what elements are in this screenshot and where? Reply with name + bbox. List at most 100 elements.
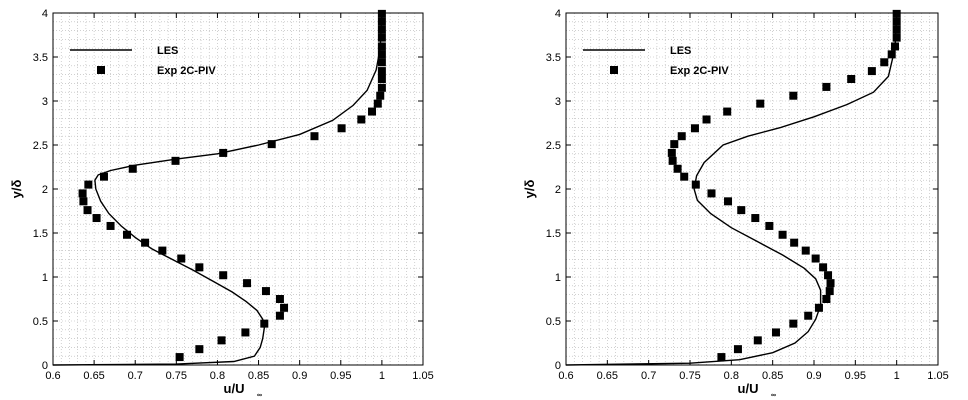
data-point: [724, 197, 733, 206]
data-point: [892, 17, 901, 26]
data-point: [79, 197, 88, 206]
data-point: [171, 156, 180, 165]
data-point: [243, 279, 252, 288]
y-tick-label: 2: [42, 184, 48, 196]
data-point: [673, 164, 682, 173]
data-point: [377, 58, 386, 67]
legend-entry-label: Exp 2C-PIV: [670, 65, 729, 77]
data-point: [123, 230, 131, 239]
x-tick-label: 0.9: [292, 370, 307, 382]
data-point: [824, 271, 833, 280]
data-point: [690, 124, 699, 133]
data-point: [867, 67, 876, 76]
data-point: [847, 75, 856, 83]
x-tick-label: 0.8: [724, 370, 739, 382]
legend-marker-swatch: [610, 66, 618, 74]
les-line: [565, 12, 898, 366]
data-point: [668, 156, 677, 165]
data-point: [892, 33, 901, 42]
data-point: [275, 295, 284, 303]
x-tick-label: 0.95: [845, 370, 866, 382]
data-point: [78, 189, 87, 198]
series-exp: [667, 9, 901, 362]
data-point: [707, 189, 716, 198]
x-tick-label: 1.05: [927, 370, 948, 382]
data-point: [756, 99, 765, 108]
data-point: [892, 9, 901, 18]
data-point: [778, 230, 787, 239]
x-tick-label: 0.75: [166, 370, 187, 382]
x-tick-label: 0.6: [558, 370, 573, 382]
data-point: [377, 83, 386, 92]
series-exp: [78, 9, 386, 362]
data-point: [670, 140, 679, 149]
data-point: [368, 107, 377, 116]
data-point: [892, 25, 901, 34]
data-point: [891, 42, 900, 51]
x-tick-label: 0.9: [806, 370, 821, 382]
data-point: [275, 311, 284, 320]
y-tick-label: 2: [555, 184, 561, 196]
y-tick-label: 3.5: [33, 52, 48, 64]
legend-entry-label: LES: [670, 45, 691, 57]
data-point: [92, 214, 101, 223]
data-point: [677, 132, 686, 141]
les-line: [52, 12, 383, 366]
legend: LES Exp 2C-PIV: [70, 45, 216, 77]
data-point: [771, 328, 780, 337]
data-point: [377, 75, 386, 83]
data-point: [337, 124, 346, 133]
y-tick-label: 1: [42, 272, 48, 284]
y-tick-label: 3.5: [546, 52, 561, 64]
data-point: [789, 91, 798, 100]
y-tick-label: 0: [555, 360, 561, 372]
chart-panel-1: 0.6 0.65 0.7 0.75 0.8 0.85 0.9 0.95 1 1.05 0 0.5 1 1.…: [9, 8, 434, 399]
x-tick-label: 0.7: [641, 370, 656, 382]
x-axis-label-subscript: ∞: [257, 392, 262, 399]
x-tick-label: 0.95: [330, 370, 351, 382]
x-axis-label-subscript: ∞: [771, 392, 776, 399]
data-point: [801, 246, 810, 255]
data-point: [217, 336, 226, 345]
x-tick-label: 0.75: [679, 370, 700, 382]
y-tick-label: 3: [555, 96, 561, 108]
x-tick-label: 1: [894, 370, 900, 382]
data-point: [680, 172, 689, 181]
data-point: [377, 33, 386, 42]
x-axis-label: u/U: [738, 381, 759, 396]
y-tick-label: 0.5: [33, 316, 48, 328]
data-point: [822, 295, 831, 303]
data-point: [195, 345, 204, 354]
data-point: [822, 82, 831, 91]
y-tick-label: 2.5: [33, 140, 48, 152]
data-point: [267, 140, 276, 149]
x-tick-label: 0.85: [248, 370, 269, 382]
data-point: [377, 42, 386, 51]
data-point: [691, 180, 700, 189]
series-les: [52, 12, 383, 366]
grid: [565, 12, 939, 366]
data-point: [241, 328, 250, 337]
x-axis-label: u/U: [224, 381, 245, 396]
x-tick-label: 0.7: [128, 370, 143, 382]
chart-panel-2: 0.6 0.65 0.7 0.75 0.8 0.85 0.9 0.95 1 1.05 0 0.5 1 1.…: [522, 8, 949, 399]
x-tick-label: 0.6: [45, 370, 60, 382]
y-tick-label: 1.5: [33, 228, 48, 240]
data-point: [723, 107, 732, 116]
data-point: [880, 58, 889, 67]
grid: [52, 12, 424, 366]
legend: LES Exp 2C-PIV: [583, 45, 729, 77]
data-point: [177, 254, 186, 263]
data-point: [195, 263, 204, 272]
data-point: [667, 148, 676, 157]
data-point: [377, 17, 386, 26]
x-tick-label: 1.05: [412, 370, 433, 382]
x-tick-label: 1: [379, 370, 385, 382]
y-tick-label: 2.5: [546, 140, 561, 152]
legend-entry-label: Exp 2C-PIV: [157, 65, 216, 77]
data-point: [99, 172, 108, 181]
data-point: [753, 336, 762, 345]
y-axis-label: y/δ: [522, 180, 537, 199]
data-point: [376, 91, 385, 100]
